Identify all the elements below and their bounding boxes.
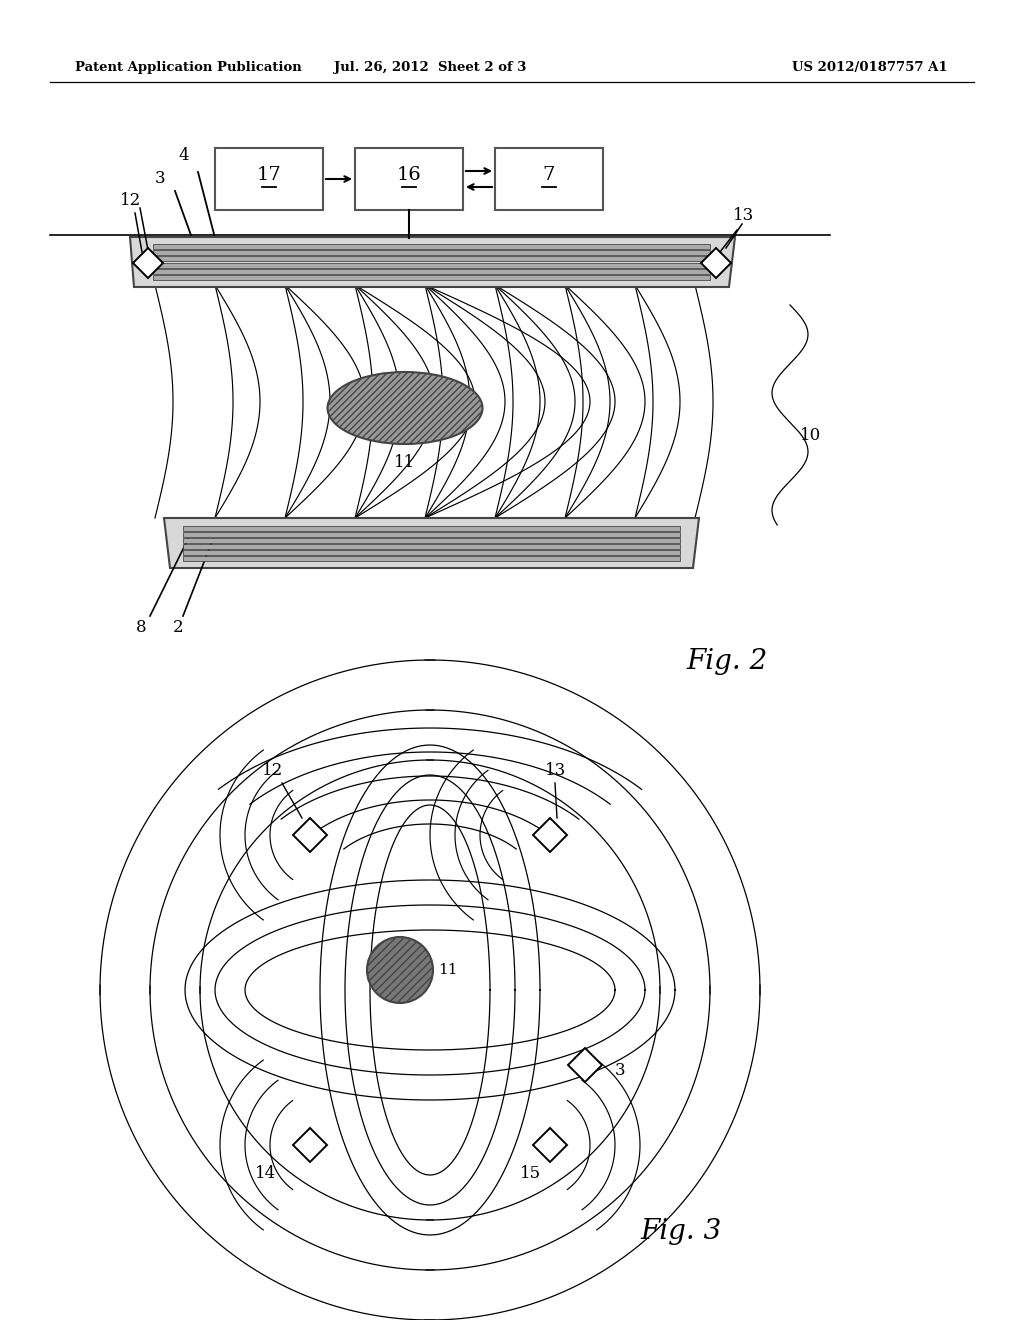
Polygon shape [534,1129,567,1162]
Polygon shape [534,818,567,851]
Polygon shape [130,238,735,286]
Polygon shape [568,1048,602,1082]
Text: 10: 10 [800,426,821,444]
Bar [183,532,680,537]
Bar [183,550,680,554]
Text: 3: 3 [615,1063,626,1078]
Polygon shape [293,818,327,851]
Text: 3: 3 [155,170,166,187]
Bar [153,275,710,280]
Bar [355,148,463,210]
Polygon shape [164,517,699,568]
Bar [153,269,710,273]
Text: 12: 12 [262,762,284,779]
Text: Jul. 26, 2012  Sheet 2 of 3: Jul. 26, 2012 Sheet 2 of 3 [334,62,526,74]
Bar [153,263,710,268]
Bar [153,251,710,255]
Text: 8: 8 [136,619,146,636]
Text: 11: 11 [438,964,458,977]
Text: 2: 2 [173,619,183,636]
Bar [183,556,680,561]
Text: 16: 16 [396,166,421,183]
Bar [215,148,323,210]
Polygon shape [133,248,163,279]
Text: Fig. 2: Fig. 2 [686,648,767,675]
Text: 14: 14 [255,1166,276,1181]
Bar [183,544,680,549]
Bar [183,525,680,531]
Polygon shape [293,1129,327,1162]
Text: 17: 17 [257,166,282,183]
Text: Patent Application Publication: Patent Application Publication [75,62,302,74]
Text: 4: 4 [178,147,188,164]
Text: 15: 15 [520,1166,541,1181]
Bar [153,244,710,249]
Text: Fig. 3: Fig. 3 [640,1218,721,1245]
Polygon shape [701,248,731,279]
Text: 12: 12 [120,191,141,209]
Text: 13: 13 [545,762,566,779]
Text: 11: 11 [394,454,416,471]
Bar [153,256,710,261]
Circle shape [367,937,433,1003]
Bar [183,539,680,543]
Text: 13: 13 [733,207,755,224]
Text: 7: 7 [543,166,555,183]
Text: US 2012/0187757 A1: US 2012/0187757 A1 [793,62,948,74]
Ellipse shape [328,372,482,444]
Bar [495,148,603,210]
